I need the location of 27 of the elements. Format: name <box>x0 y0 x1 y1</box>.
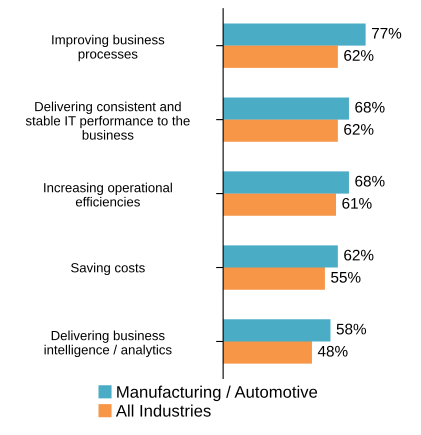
data-label: 62% <box>344 50 374 61</box>
data-label: 77% <box>372 28 402 39</box>
bar <box>223 341 312 364</box>
data-label: 55% <box>331 272 360 283</box>
y-tick-label: Delivering consistent and stable IT performance to the business <box>26 102 190 140</box>
bar <box>223 120 338 142</box>
data-label: 68% <box>355 176 385 187</box>
y-tick-label: Delivering business intelligence / analytics <box>44 330 172 358</box>
bar <box>223 23 366 46</box>
data-label: 58% <box>336 324 366 334</box>
y-tick-label: Improving business processes <box>52 34 164 62</box>
data-label: 61% <box>342 198 372 209</box>
bar <box>223 46 338 68</box>
bar <box>223 171 349 194</box>
y-tick-label: Increasing operational efficiencies <box>44 182 172 207</box>
data-label: 68% <box>355 102 385 113</box>
data-label: 48% <box>318 346 348 357</box>
y-tick-label: Saving costs <box>71 262 145 276</box>
legend-label: All Industries <box>116 404 211 417</box>
bar <box>223 245 338 268</box>
legend-label: Manufacturing / Automotive <box>117 386 318 402</box>
bar <box>223 97 349 120</box>
data-label: 62% <box>344 250 374 261</box>
data-label: 62% <box>344 124 374 135</box>
bar <box>223 268 325 290</box>
bar <box>223 194 336 216</box>
bar <box>223 319 330 342</box>
